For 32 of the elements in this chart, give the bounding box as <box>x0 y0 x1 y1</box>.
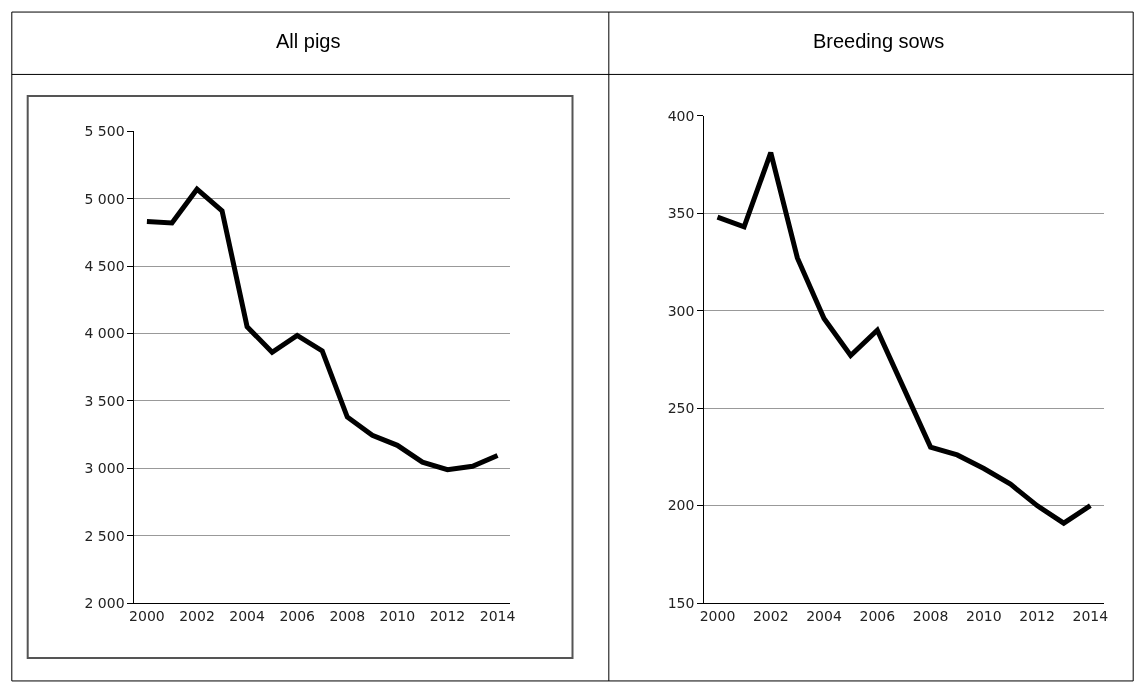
y-tick-label: 5 500 <box>84 123 125 140</box>
x-tick-label: 2012 <box>429 607 466 624</box>
y-tick-label: 250 <box>667 400 695 416</box>
x-tick-label: 2010 <box>379 607 416 624</box>
y-tick-label: 400 <box>667 107 695 124</box>
x-tick-label: 2004 <box>806 607 842 624</box>
y-tick-label: 150 <box>667 594 695 611</box>
y-tick-label: 4 500 <box>84 257 125 274</box>
x-tick-label: 2002 <box>752 607 789 624</box>
x-tick-label: 2012 <box>1019 607 1055 624</box>
y-tick-label: 2 000 <box>84 594 125 611</box>
y-tick-label: 300 <box>667 302 695 319</box>
y-tick-label: 4 000 <box>84 325 125 342</box>
x-tick-label: 2004 <box>229 607 265 624</box>
x-tick-label: 2008 <box>329 607 366 624</box>
y-tick-label: 3 500 <box>84 392 125 409</box>
x-tick-label: 2000 <box>129 607 165 624</box>
x-tick-label: 2010 <box>966 607 1002 624</box>
x-tick-label: 2008 <box>912 607 949 624</box>
y-tick-label: 3 000 <box>84 460 125 477</box>
y-tick-label: 5 000 <box>84 190 125 207</box>
x-tick-label: 2014 <box>479 607 516 624</box>
x-tick-label: 2002 <box>179 607 215 624</box>
x-tick-label: 2006 <box>859 607 896 624</box>
x-tick-label: 2014 <box>1072 607 1109 624</box>
chart-title: All pigs <box>276 30 341 52</box>
chart-title: Breeding sows <box>813 30 945 52</box>
y-tick-label: 350 <box>667 205 695 222</box>
x-tick-label: 2006 <box>279 607 316 624</box>
y-tick-label: 200 <box>667 497 695 514</box>
x-tick-label: 2000 <box>699 607 736 624</box>
y-tick-label: 2 500 <box>84 527 125 544</box>
